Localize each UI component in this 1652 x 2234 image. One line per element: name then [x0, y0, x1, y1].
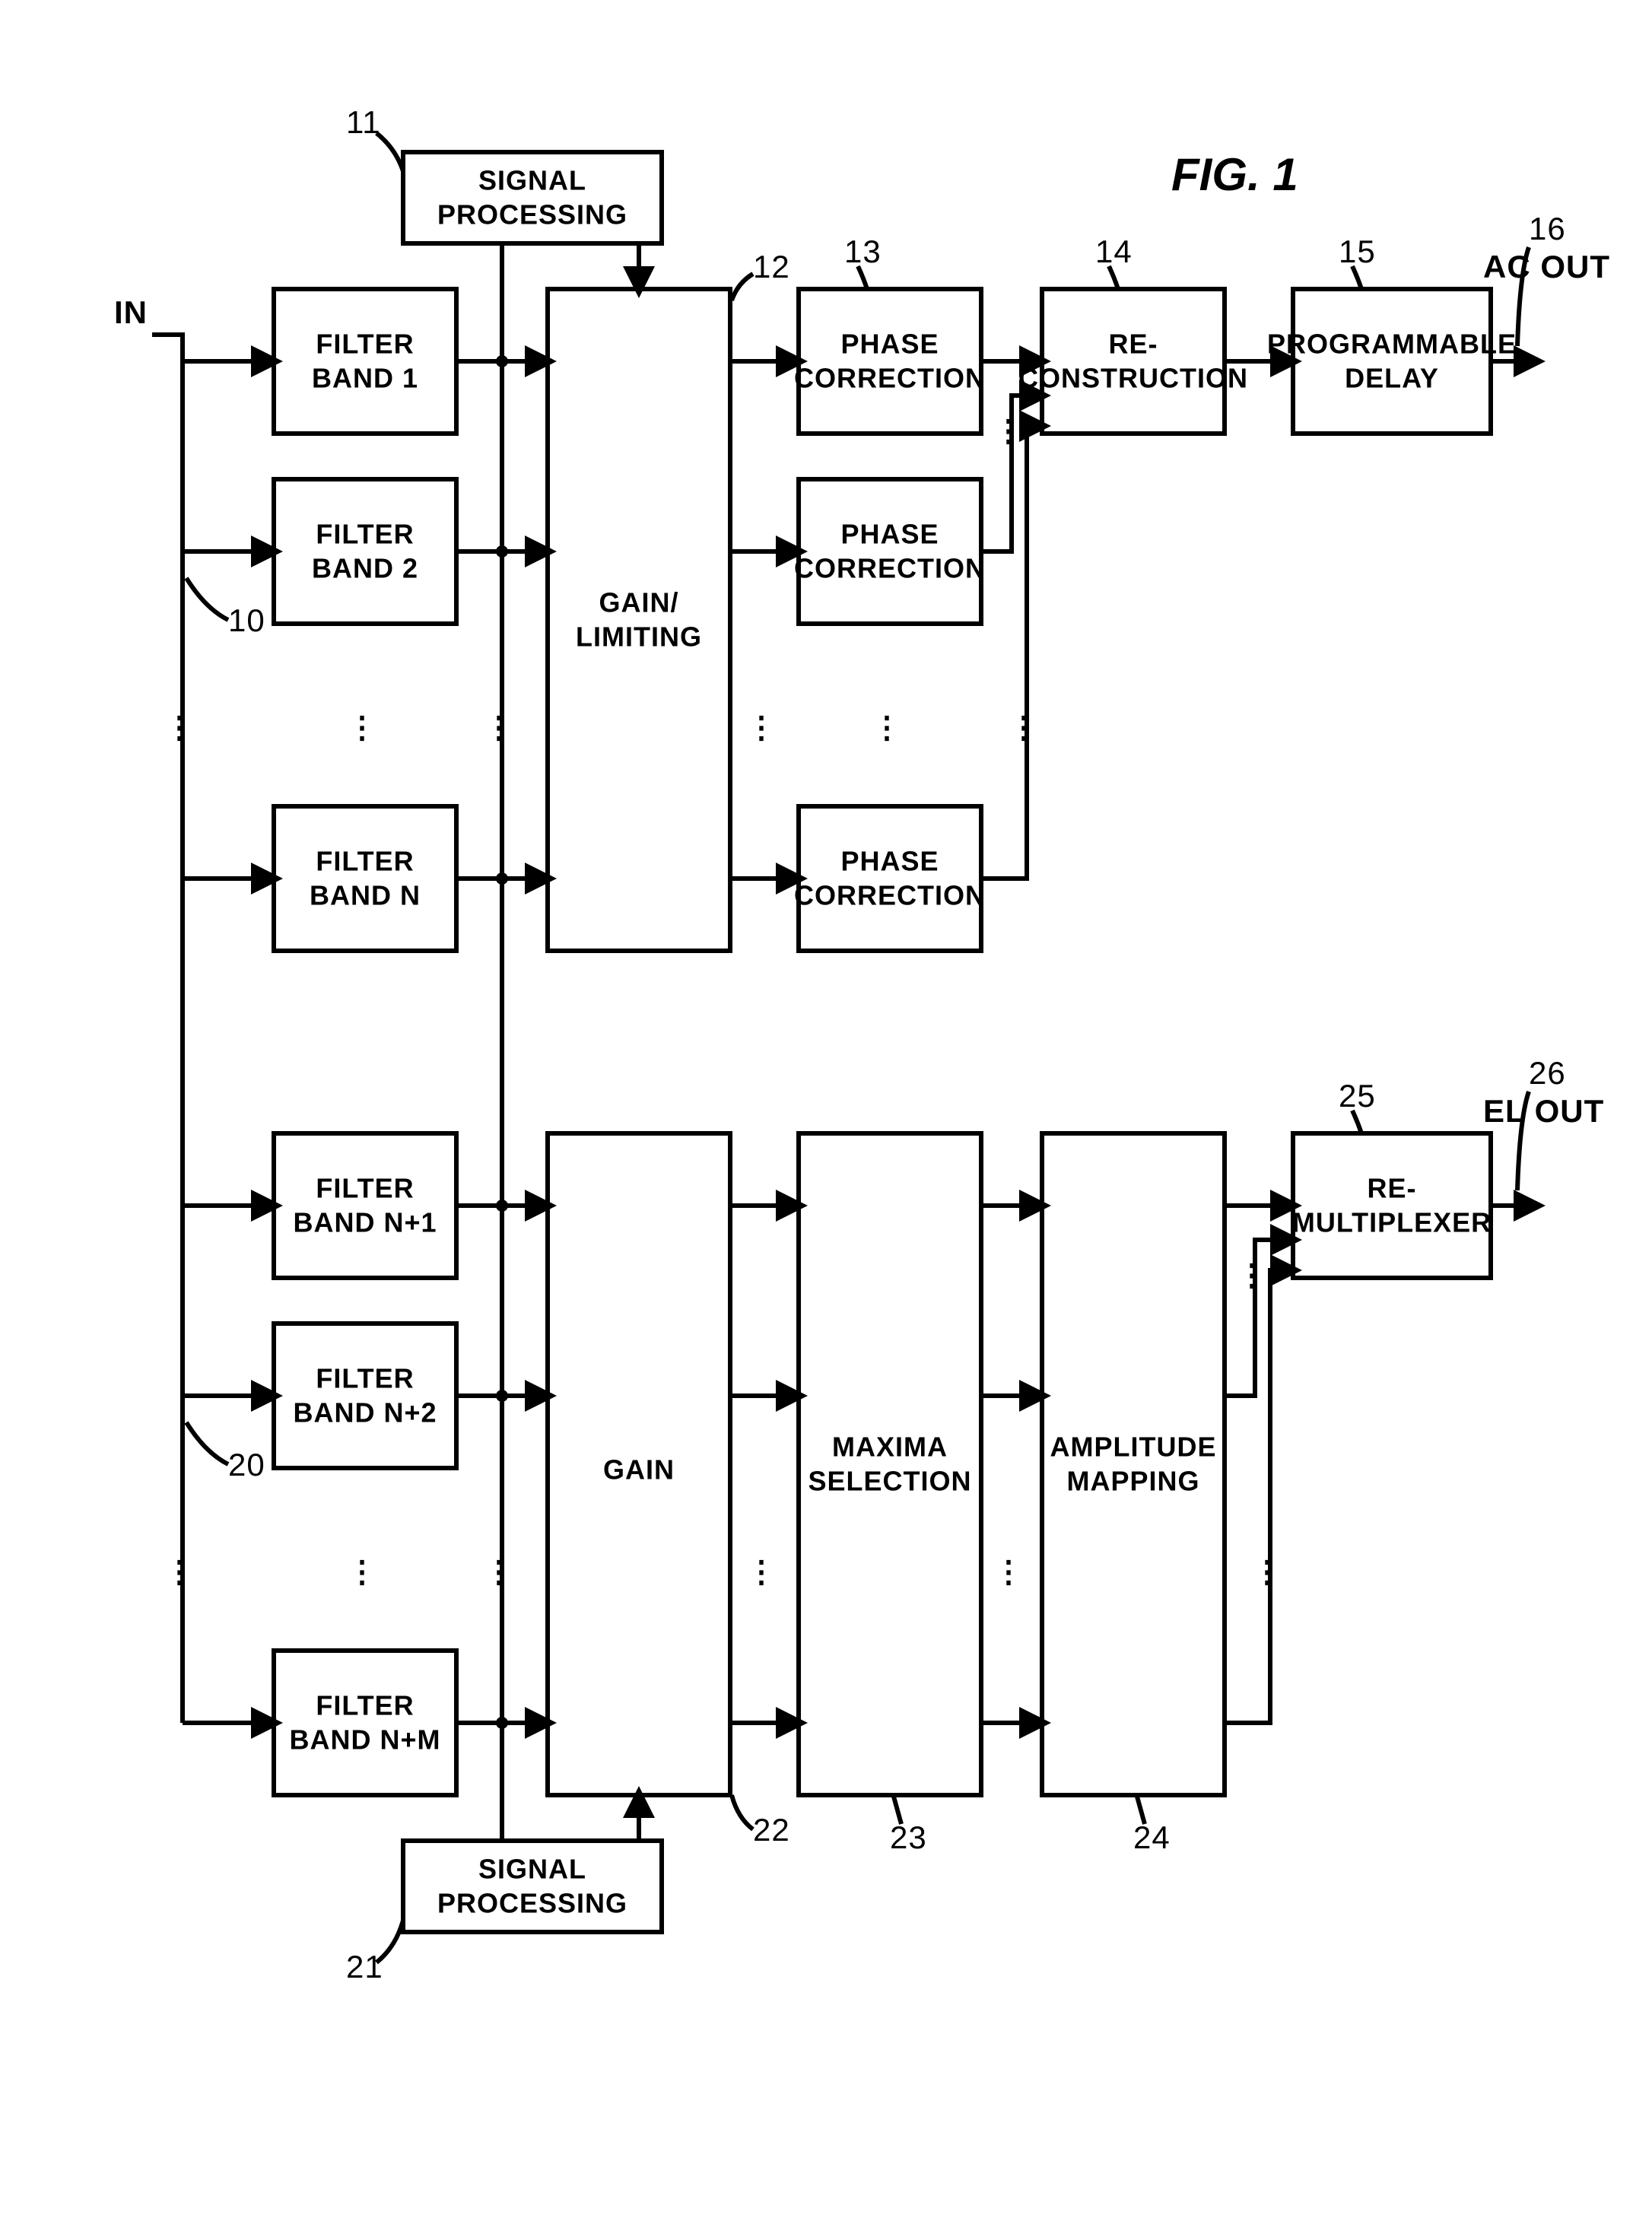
svg-text:⋮: ⋮ — [347, 1556, 383, 1589]
ref-10: 10 — [228, 602, 265, 638]
svg-text:⋮: ⋮ — [1252, 1556, 1288, 1589]
svg-text:⋮: ⋮ — [347, 711, 383, 745]
svg-text:MULTIPLEXER: MULTIPLEXER — [1292, 1207, 1492, 1238]
svg-text:CORRECTION: CORRECTION — [794, 553, 986, 584]
ref-26: 26 — [1529, 1055, 1566, 1091]
svg-text:⋮: ⋮ — [872, 711, 908, 745]
filter-band-2: FILTER BAND 2 — [274, 479, 456, 624]
svg-text:AMPLITUDE: AMPLITUDE — [1050, 1432, 1217, 1463]
svg-text:RE-: RE- — [1109, 329, 1158, 360]
svg-text:GAIN: GAIN — [603, 1454, 675, 1486]
svg-text:⋮: ⋮ — [484, 1556, 520, 1589]
svg-text:BAND 2: BAND 2 — [312, 553, 418, 584]
svg-text:⋮: ⋮ — [746, 711, 783, 745]
svg-text:SIGNAL: SIGNAL — [478, 1854, 586, 1885]
ref-15: 15 — [1339, 234, 1376, 269]
svg-text:BAND N+M: BAND N+M — [289, 1724, 440, 1756]
svg-text:SELECTION: SELECTION — [808, 1466, 971, 1497]
signal-processing-bottom: SIGNAL PROCESSING — [403, 1841, 662, 1932]
svg-text:BAND N: BAND N — [310, 880, 421, 911]
svg-text:CONSTRUCTION: CONSTRUCTION — [1018, 363, 1248, 394]
svg-text:⋮: ⋮ — [993, 415, 1030, 448]
svg-text:BAND N+2: BAND N+2 — [293, 1397, 437, 1428]
maxima-selection: MAXIMA SELECTION — [799, 1133, 981, 1795]
amplitude-mapping: AMPLITUDE MAPPING — [1042, 1133, 1225, 1795]
svg-text:⋮: ⋮ — [746, 1556, 783, 1589]
svg-text:PROCESSING: PROCESSING — [437, 199, 627, 230]
svg-text:PROCESSING: PROCESSING — [437, 1888, 627, 1919]
svg-text:FILTER: FILTER — [316, 1173, 414, 1204]
ref-20: 20 — [228, 1447, 265, 1482]
phase-correction-2: PHASE CORRECTION — [794, 479, 986, 624]
svg-text:FILTER: FILTER — [316, 329, 414, 360]
svg-text:PHASE: PHASE — [840, 846, 939, 877]
phase-correction-n: PHASE CORRECTION — [794, 806, 986, 951]
ac-out-label: AC OUT — [1483, 249, 1610, 284]
ref-23: 23 — [890, 1819, 927, 1855]
filter-band-nm: FILTER BAND N+M — [274, 1651, 456, 1795]
ref-24: 24 — [1133, 1819, 1171, 1855]
ref-13: 13 — [844, 234, 882, 269]
filter-band-n: FILTER BAND N — [274, 806, 456, 951]
svg-text:BAND N+1: BAND N+1 — [293, 1207, 437, 1238]
svg-text:SIGNAL: SIGNAL — [478, 165, 586, 196]
re-multiplexer: RE- MULTIPLEXER — [1292, 1133, 1492, 1278]
svg-text:GAIN/: GAIN/ — [599, 587, 678, 618]
svg-text:RE-: RE- — [1368, 1173, 1417, 1204]
ref-14: 14 — [1095, 234, 1133, 269]
svg-text:⋮: ⋮ — [164, 711, 201, 745]
ref-22: 22 — [753, 1812, 790, 1848]
svg-text:BAND 1: BAND 1 — [312, 363, 418, 394]
filter-band-1: FILTER BAND 1 — [274, 289, 456, 434]
gain: GAIN — [548, 1133, 730, 1795]
svg-text:LIMITING: LIMITING — [576, 621, 702, 653]
svg-text:⋮: ⋮ — [993, 1556, 1030, 1589]
ref-12: 12 — [753, 249, 790, 284]
signal-processing-top: SIGNAL PROCESSING — [403, 152, 662, 243]
svg-text:MAXIMA: MAXIMA — [832, 1432, 948, 1463]
in-bus — [152, 335, 183, 1723]
ref-21: 21 — [346, 1949, 383, 1985]
svg-text:PHASE: PHASE — [840, 329, 939, 360]
programmable-delay: PROGRAMMABLE DELAY — [1267, 289, 1517, 434]
el-out-label: EL OUT — [1483, 1093, 1604, 1129]
svg-text:PHASE: PHASE — [840, 519, 939, 550]
ref-25: 25 — [1339, 1078, 1376, 1114]
gain-limiting: GAIN/ LIMITING — [548, 289, 730, 951]
svg-text:FILTER: FILTER — [316, 846, 414, 877]
svg-text:⋮: ⋮ — [1237, 1259, 1273, 1292]
svg-text:⋮: ⋮ — [164, 1556, 201, 1589]
figure-title: FIG. 1 — [1171, 149, 1298, 200]
svg-text:CORRECTION: CORRECTION — [794, 880, 986, 911]
svg-text:MAPPING: MAPPING — [1066, 1466, 1199, 1497]
svg-text:FILTER: FILTER — [316, 1363, 414, 1394]
svg-text:PROGRAMMABLE: PROGRAMMABLE — [1267, 329, 1517, 360]
in-label: IN — [114, 294, 148, 330]
svg-text:FILTER: FILTER — [316, 519, 414, 550]
filter-band-n1: FILTER BAND N+1 — [274, 1133, 456, 1278]
svg-text:⋮: ⋮ — [484, 711, 520, 745]
phase-correction-1: PHASE CORRECTION — [794, 289, 986, 434]
svg-text:DELAY: DELAY — [1345, 363, 1439, 394]
filter-band-n2: FILTER BAND N+2 — [274, 1324, 456, 1468]
svg-text:FILTER: FILTER — [316, 1690, 414, 1721]
svg-text:CORRECTION: CORRECTION — [794, 363, 986, 394]
svg-text:⋮: ⋮ — [1009, 711, 1045, 745]
reconstruction: RE- CONSTRUCTION — [1018, 289, 1248, 434]
ref-16: 16 — [1529, 211, 1566, 246]
